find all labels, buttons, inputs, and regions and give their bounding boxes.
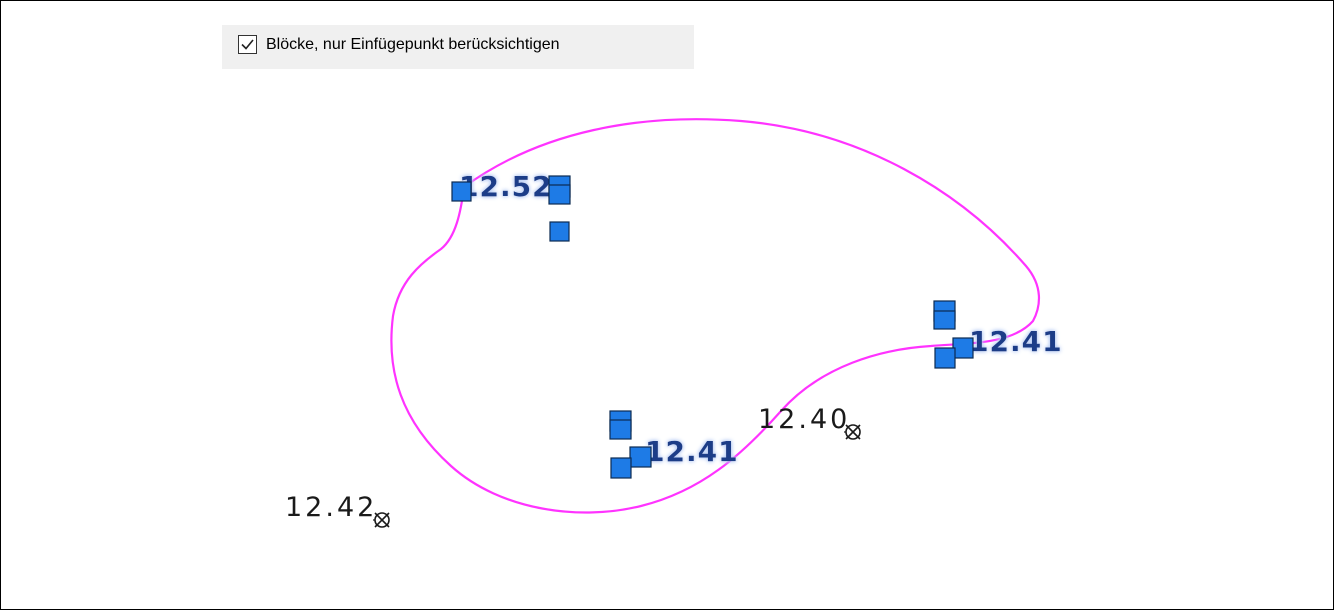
elevation-label[interactable]: 12.42 — [285, 492, 377, 523]
insertion-point-checkbox[interactable] — [238, 35, 257, 54]
selected-elevation-label[interactable]: 12.41 — [969, 325, 1063, 358]
selected-elevation-label[interactable]: 12.52 — [459, 170, 553, 203]
grip-handle[interactable] — [549, 221, 570, 242]
grip-handle[interactable] — [451, 181, 472, 202]
grip-handle[interactable] — [610, 457, 632, 479]
checkmark-icon — [241, 39, 254, 50]
grip-handle[interactable] — [548, 184, 571, 205]
unselected-point-2[interactable]: 12.42 — [285, 492, 390, 528]
insertion-point-label[interactable]: Blöcke, nur Einfügepunkt berücksichtigen — [266, 36, 560, 53]
selected-point-1[interactable]: 12.52 — [451, 170, 571, 242]
grip-handle[interactable] — [609, 419, 632, 440]
selected-elevation-label[interactable]: 12.41 — [645, 435, 739, 468]
grip-handle[interactable] — [952, 337, 974, 359]
selected-point-2[interactable]: 12.41 — [933, 300, 1063, 369]
elevation-label[interactable]: 12.40 — [758, 404, 850, 435]
grip-handle[interactable] — [933, 310, 956, 330]
boundary-polyline[interactable] — [390, 118, 1040, 514]
grip-handle[interactable] — [629, 446, 652, 468]
grip-handle[interactable] — [934, 347, 956, 369]
unselected-point-1[interactable]: 12.40 — [758, 404, 861, 440]
selected-point-3[interactable]: 12.41 — [609, 410, 739, 479]
option-bar: Blöcke, nur Einfügepunkt berücksichtigen — [222, 25, 694, 69]
